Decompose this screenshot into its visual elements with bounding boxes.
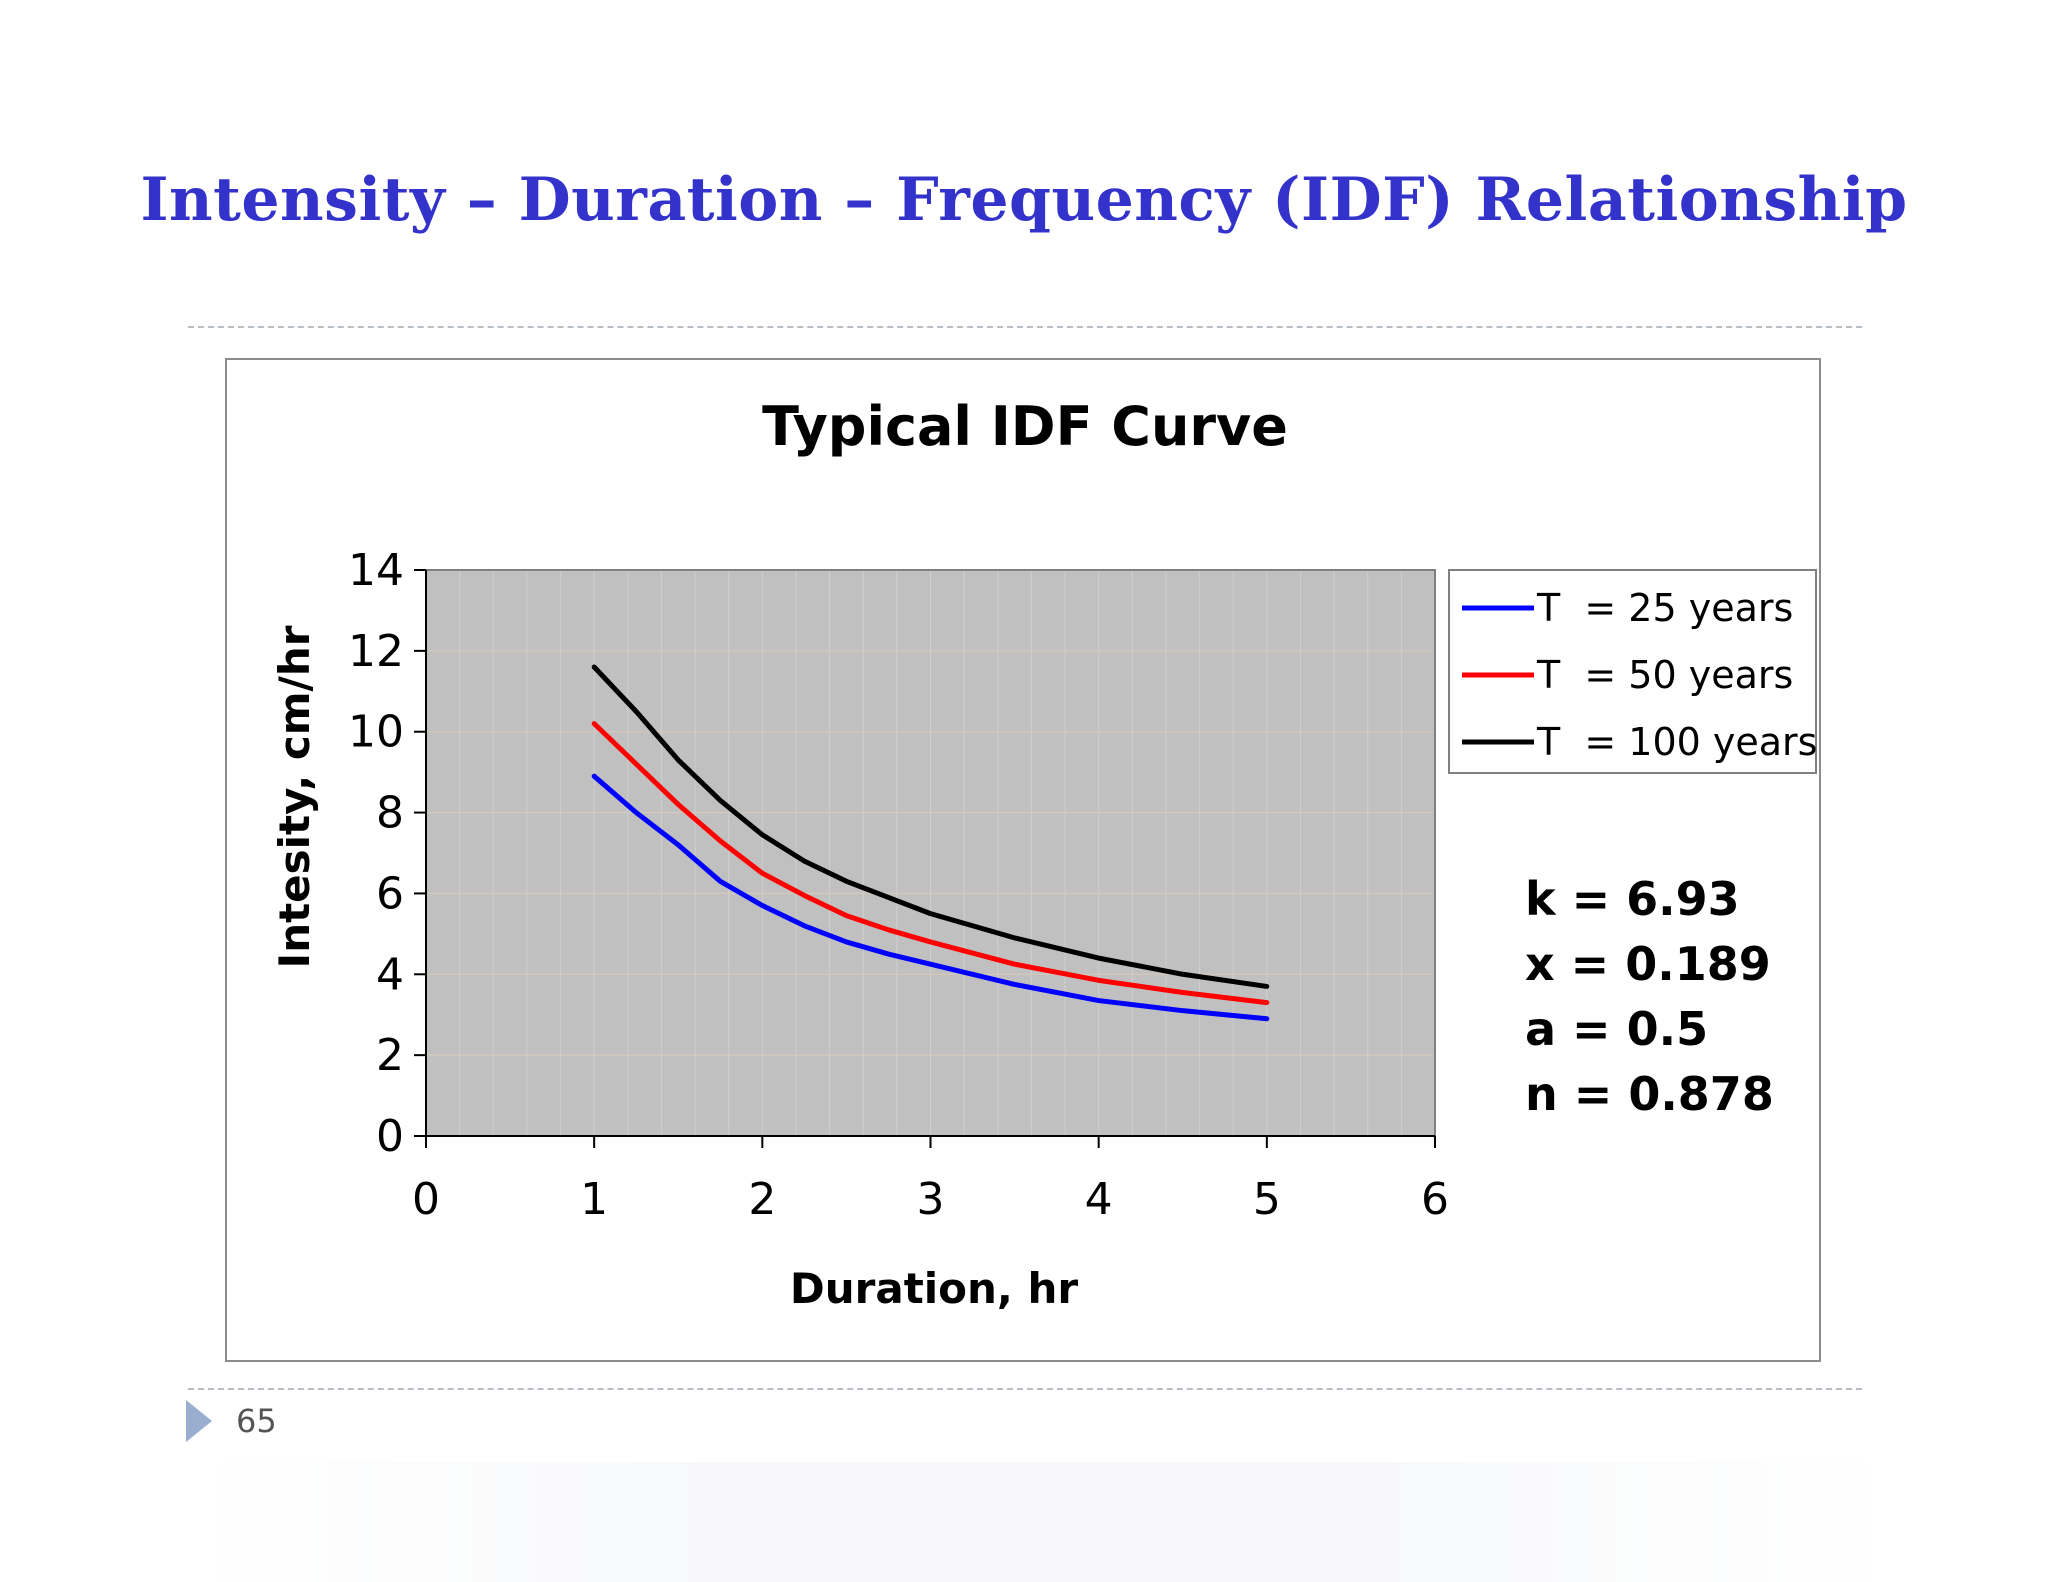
y-tick-label: 10 xyxy=(348,707,404,758)
y-tick-label: 4 xyxy=(376,949,404,1000)
y-tick-label: 0 xyxy=(376,1111,404,1162)
chart-title: Typical IDF Curve xyxy=(762,395,1288,458)
legend: T = 25 years T = 50 years T = 100 years xyxy=(1448,569,1817,774)
x-tick-label: 4 xyxy=(1085,1174,1113,1225)
slide-title: Intensity – Duration – Frequency (IDF) R… xyxy=(140,165,1908,235)
annotation-text: n = 0.878 xyxy=(1525,1067,1774,1121)
y-tick-label: 6 xyxy=(376,868,404,919)
x-tick-label: 2 xyxy=(748,1174,776,1225)
legend-label: T = 50 years xyxy=(1536,653,1793,697)
footer-shade xyxy=(195,1462,1895,1582)
annotation-text: a = 0.5 xyxy=(1525,1002,1708,1056)
legend-label: T = 25 years xyxy=(1536,586,1793,630)
top-divider xyxy=(188,326,1862,328)
annotation-text: k = 6.93 xyxy=(1525,872,1740,926)
x-tick-label: 6 xyxy=(1421,1174,1449,1225)
bottom-divider xyxy=(188,1388,1862,1390)
legend-label: T = 100 years xyxy=(1536,720,1817,764)
x-tick-label: 0 xyxy=(412,1174,440,1225)
x-axis-label: Duration, hr xyxy=(790,1264,1079,1313)
footer-arrow-icon xyxy=(186,1400,212,1442)
y-axis-label: Intesity, cm/hr xyxy=(270,625,319,968)
page-number: 65 xyxy=(236,1402,277,1440)
chart-frame: Typical IDF Curve 0 2 4 6 8 10 12 14 0 1 2 3 4 5 6 Dur… xyxy=(225,358,1821,1362)
y-tick-label: 12 xyxy=(348,626,404,677)
series-line-2 xyxy=(591,721,1270,1006)
y-tick-label: 2 xyxy=(376,1030,404,1081)
y-tick-label: 8 xyxy=(376,788,404,839)
x-tick-label: 1 xyxy=(580,1174,608,1225)
x-tick-label: 5 xyxy=(1253,1174,1281,1225)
legend-box xyxy=(1448,569,1817,774)
x-tick-label: 3 xyxy=(917,1174,945,1225)
parameter-annotations: k = 6.93 x = 0.189 a = 0.5 n = 0.878 xyxy=(1525,872,1774,1121)
series-line-3 xyxy=(591,664,1270,989)
series-line-1 xyxy=(591,773,1270,1022)
y-tick-label: 14 xyxy=(348,545,404,596)
annotation-text: x = 0.189 xyxy=(1525,937,1771,991)
